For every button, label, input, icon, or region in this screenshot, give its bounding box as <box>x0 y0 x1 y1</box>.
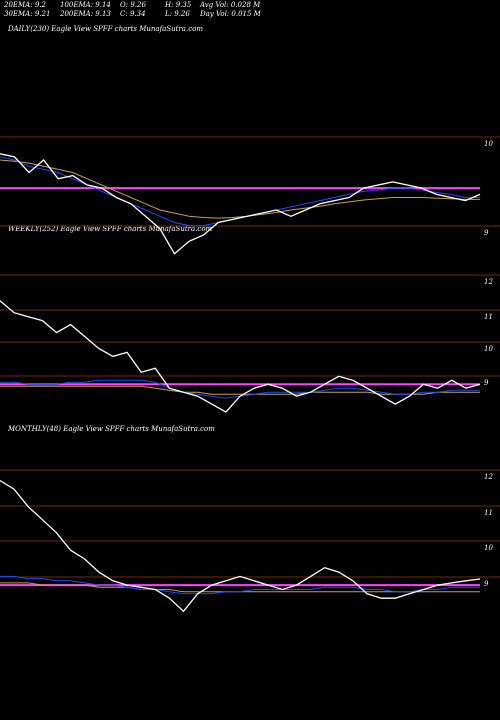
y-tick-label: 10 <box>484 544 493 552</box>
stat-low: L: 9.26 <box>165 10 190 18</box>
daily-panel-title: DAILY(230) Eagle View SPFF charts Munafa… <box>8 25 203 33</box>
y-tick-label: 9 <box>484 379 489 387</box>
y-tick-label: 12 <box>484 278 493 286</box>
y-tick-label: 10 <box>484 140 493 148</box>
monthly-panel-title: MONTHLY(48) Eagle View SPFF charts Munaf… <box>8 425 215 433</box>
stat-day-vol: Day Vol: 0.015 M <box>200 10 261 18</box>
ema-fast-line <box>0 156 480 227</box>
y-tick-label: 11 <box>484 509 493 517</box>
y-tick-label: 10 <box>484 345 493 353</box>
stat-200ema: 200EMA: 9.13 <box>60 10 111 18</box>
price-line <box>0 300 481 413</box>
ema-long-line <box>0 159 480 219</box>
stat-100ema: 100EMA: 9.14 <box>60 1 111 9</box>
stat-avg-vol: Avg Vol: 0.028 M <box>200 1 261 9</box>
ema-fast-line <box>0 575 480 595</box>
ema-long-line <box>0 385 480 395</box>
stat-20ema: 20EMA: 9.2 <box>4 1 46 9</box>
y-tick-label: 9 <box>484 580 489 588</box>
stat-close: C: 9.34 <box>120 10 146 18</box>
stat-open: O: 9.26 <box>120 1 146 9</box>
stat-high: H: 9.35 <box>165 1 192 9</box>
price-line <box>0 479 481 613</box>
ema-fast-line <box>0 379 480 399</box>
y-tick-label: 9 <box>484 229 489 237</box>
price-line <box>0 153 481 255</box>
weekly-panel-title: WEEKLY(252) Eagle View SPFF charts Munaf… <box>8 225 213 233</box>
y-tick-label: 12 <box>484 473 493 481</box>
stat-30ema: 30EMA: 9.21 <box>4 10 51 18</box>
y-tick-label: 11 <box>484 313 493 321</box>
